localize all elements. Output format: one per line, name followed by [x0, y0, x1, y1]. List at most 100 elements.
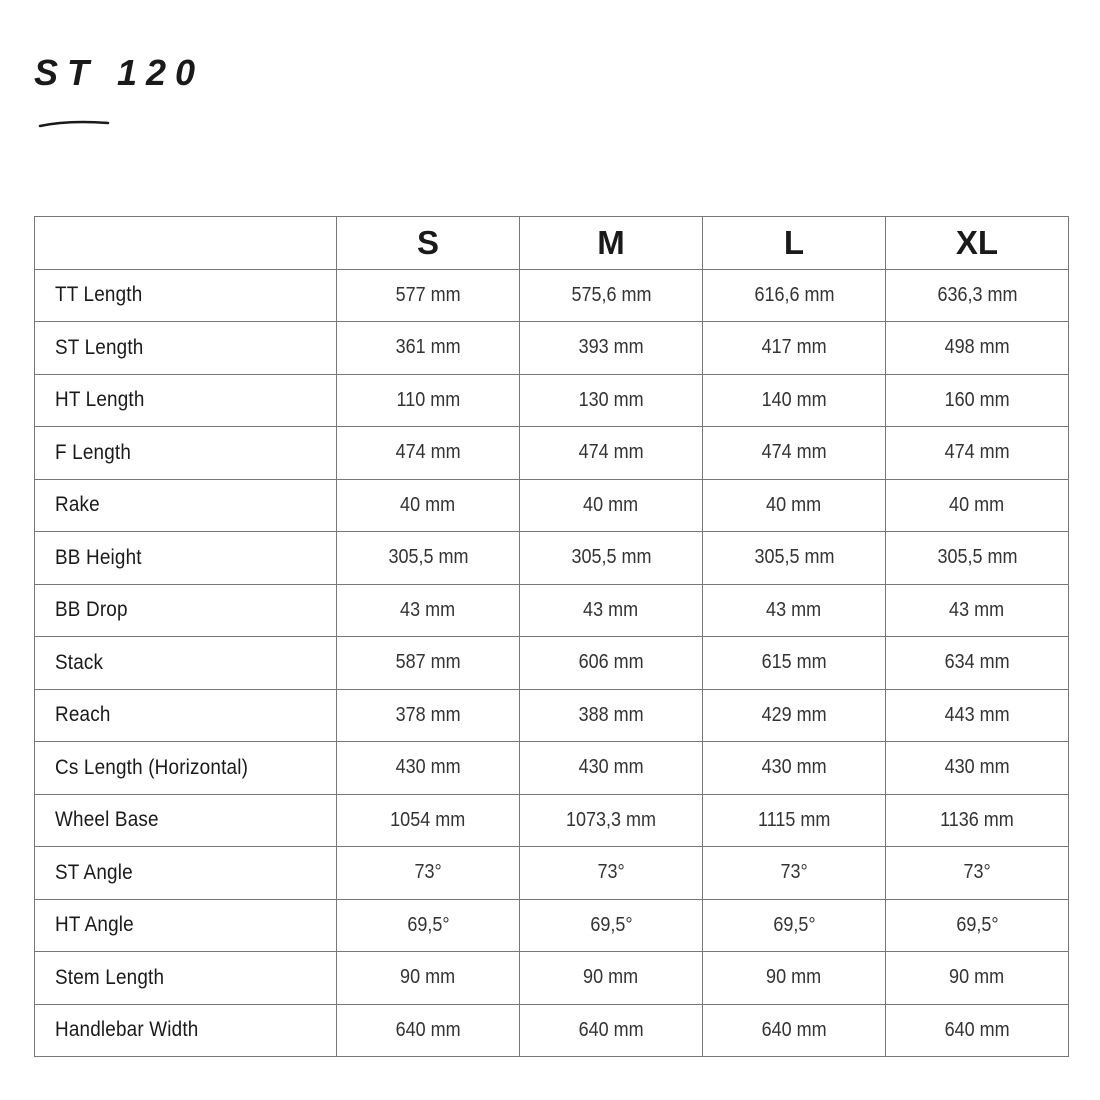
cell-value: 474 mm [519, 426, 703, 480]
page-title: ST 120 [34, 52, 205, 93]
table-row: Cs Length (Horizontal) 430 mm 430 mm 430 mm… [34, 741, 1069, 795]
cell-value: 640 mm [336, 1003, 520, 1057]
row-label: BB Drop [34, 583, 337, 637]
row-label: Cs Length (Horizontal) [34, 741, 337, 795]
header-corner [34, 216, 337, 270]
row-label: Reach [34, 688, 337, 742]
cell-value-text: 1073,3 mm [565, 808, 657, 831]
cell-value: 110 mm [336, 373, 520, 427]
table-row: HT Length 110 mm 130 mm 140 mm 160 mm [34, 373, 1069, 427]
cell-value-text: 1115 mm [757, 808, 831, 831]
cell-value: 90 mm [702, 951, 886, 1005]
cell-value-text: 40 mm [949, 493, 1005, 516]
table-row: BB Drop 43 mm 43 mm 43 mm 43 mm [34, 583, 1069, 637]
cell-value-text: 43 mm [766, 598, 822, 621]
cell-value-text: 474 mm [944, 441, 1010, 464]
row-label: Rake [34, 478, 337, 532]
row-label: ST Length [34, 321, 337, 375]
cell-value: 73° [336, 846, 520, 900]
row-label-text: Handlebar Width [55, 1018, 199, 1042]
cell-value-text: 69,5° [406, 913, 450, 936]
cell-value-text: 417 mm [761, 336, 827, 359]
row-label: Stack [34, 636, 337, 690]
cell-value-text: 634 mm [944, 651, 1010, 674]
cell-value: 69,5° [702, 898, 886, 952]
cell-value: 305,5 mm [336, 531, 520, 585]
cell-value-text: 305,5 mm [753, 546, 835, 569]
row-label-text: Reach [55, 703, 111, 727]
cell-value: 43 mm [702, 583, 886, 637]
cell-value-text: 73° [780, 861, 808, 884]
cell-value: 43 mm [885, 583, 1069, 637]
cell-value-text: 69,5° [772, 913, 816, 936]
cell-value-text: 474 mm [761, 441, 827, 464]
cell-value-text: 1054 mm [390, 808, 466, 831]
cell-value-text: 90 mm [583, 966, 639, 989]
cell-value-text: 587 mm [395, 651, 461, 674]
cell-value-text: 615 mm [761, 651, 827, 674]
row-label-text: BB Height [55, 545, 142, 569]
row-label-text: ST Angle [55, 860, 133, 884]
cell-value-text: 90 mm [400, 966, 456, 989]
cell-value: 40 mm [519, 478, 703, 532]
row-label: Stem Length [34, 951, 337, 1005]
cell-value-text: 361 mm [395, 336, 461, 359]
cell-value-text: 640 mm [395, 1018, 461, 1041]
size-header: L [702, 216, 886, 270]
row-label: Wheel Base [34, 793, 337, 847]
cell-value-text: 40 mm [766, 493, 822, 516]
size-header: S [336, 216, 520, 270]
table-row: TT Length 577 mm 575,6 mm 616,6 mm 636,3 mm [34, 268, 1069, 322]
cell-value-text: 90 mm [766, 966, 822, 989]
cell-value: 430 mm [336, 741, 520, 795]
cell-value-text: 305,5 mm [936, 546, 1018, 569]
row-label: BB Height [34, 531, 337, 585]
cell-value: 90 mm [519, 951, 703, 1005]
row-label: ST Angle [34, 846, 337, 900]
cell-value: 430 mm [702, 741, 886, 795]
cell-value: 40 mm [702, 478, 886, 532]
cell-value: 378 mm [336, 688, 520, 742]
size-header: M [519, 216, 703, 270]
cell-value: 430 mm [885, 741, 1069, 795]
cell-value-text: 616,6 mm [753, 283, 835, 306]
row-label: HT Angle [34, 898, 337, 952]
cell-value-text: 636,3 mm [936, 283, 1018, 306]
cell-value: 305,5 mm [519, 531, 703, 585]
cell-value-text: 474 mm [578, 441, 644, 464]
cell-value: 616,6 mm [702, 268, 886, 322]
row-label-text: HT Length [55, 388, 145, 412]
cell-value-text: 305,5 mm [387, 546, 469, 569]
cell-value: 474 mm [885, 426, 1069, 480]
cell-value: 43 mm [519, 583, 703, 637]
row-label-text: Cs Length (Horizontal) [55, 755, 249, 779]
cell-value: 160 mm [885, 373, 1069, 427]
cell-value: 575,6 mm [519, 268, 703, 322]
cell-value-text: 90 mm [949, 966, 1005, 989]
cell-value-text: 430 mm [395, 756, 461, 779]
cell-value: 429 mm [702, 688, 886, 742]
cell-value: 430 mm [519, 741, 703, 795]
cell-value-text: 430 mm [578, 756, 644, 779]
cell-value: 640 mm [702, 1003, 886, 1057]
cell-value: 577 mm [336, 268, 520, 322]
table-row: Handlebar Width 640 mm 640 mm 640 mm 640 mm [34, 1003, 1069, 1057]
cell-value: 1073,3 mm [519, 793, 703, 847]
row-label: HT Length [34, 373, 337, 427]
cell-value: 474 mm [336, 426, 520, 480]
table-row: Stack 587 mm 606 mm 615 mm 634 mm [34, 636, 1069, 690]
cell-value-text: 43 mm [400, 598, 456, 621]
cell-value-text: 443 mm [944, 703, 1010, 726]
table-row: F Length 474 mm 474 mm 474 mm 474 mm [34, 426, 1069, 480]
cell-value-text: 430 mm [944, 756, 1010, 779]
cell-value: 90 mm [336, 951, 520, 1005]
cell-value-text: 1136 mm [940, 808, 1014, 831]
cell-value-text: 430 mm [761, 756, 827, 779]
cell-value-text: 69,5° [955, 913, 999, 936]
cell-value-text: 606 mm [578, 651, 644, 674]
cell-value: 130 mm [519, 373, 703, 427]
cell-value-text: 110 mm [396, 388, 460, 411]
size-header: XL [885, 216, 1069, 270]
cell-value-text: 429 mm [761, 703, 827, 726]
cell-value-text: 474 mm [395, 441, 461, 464]
